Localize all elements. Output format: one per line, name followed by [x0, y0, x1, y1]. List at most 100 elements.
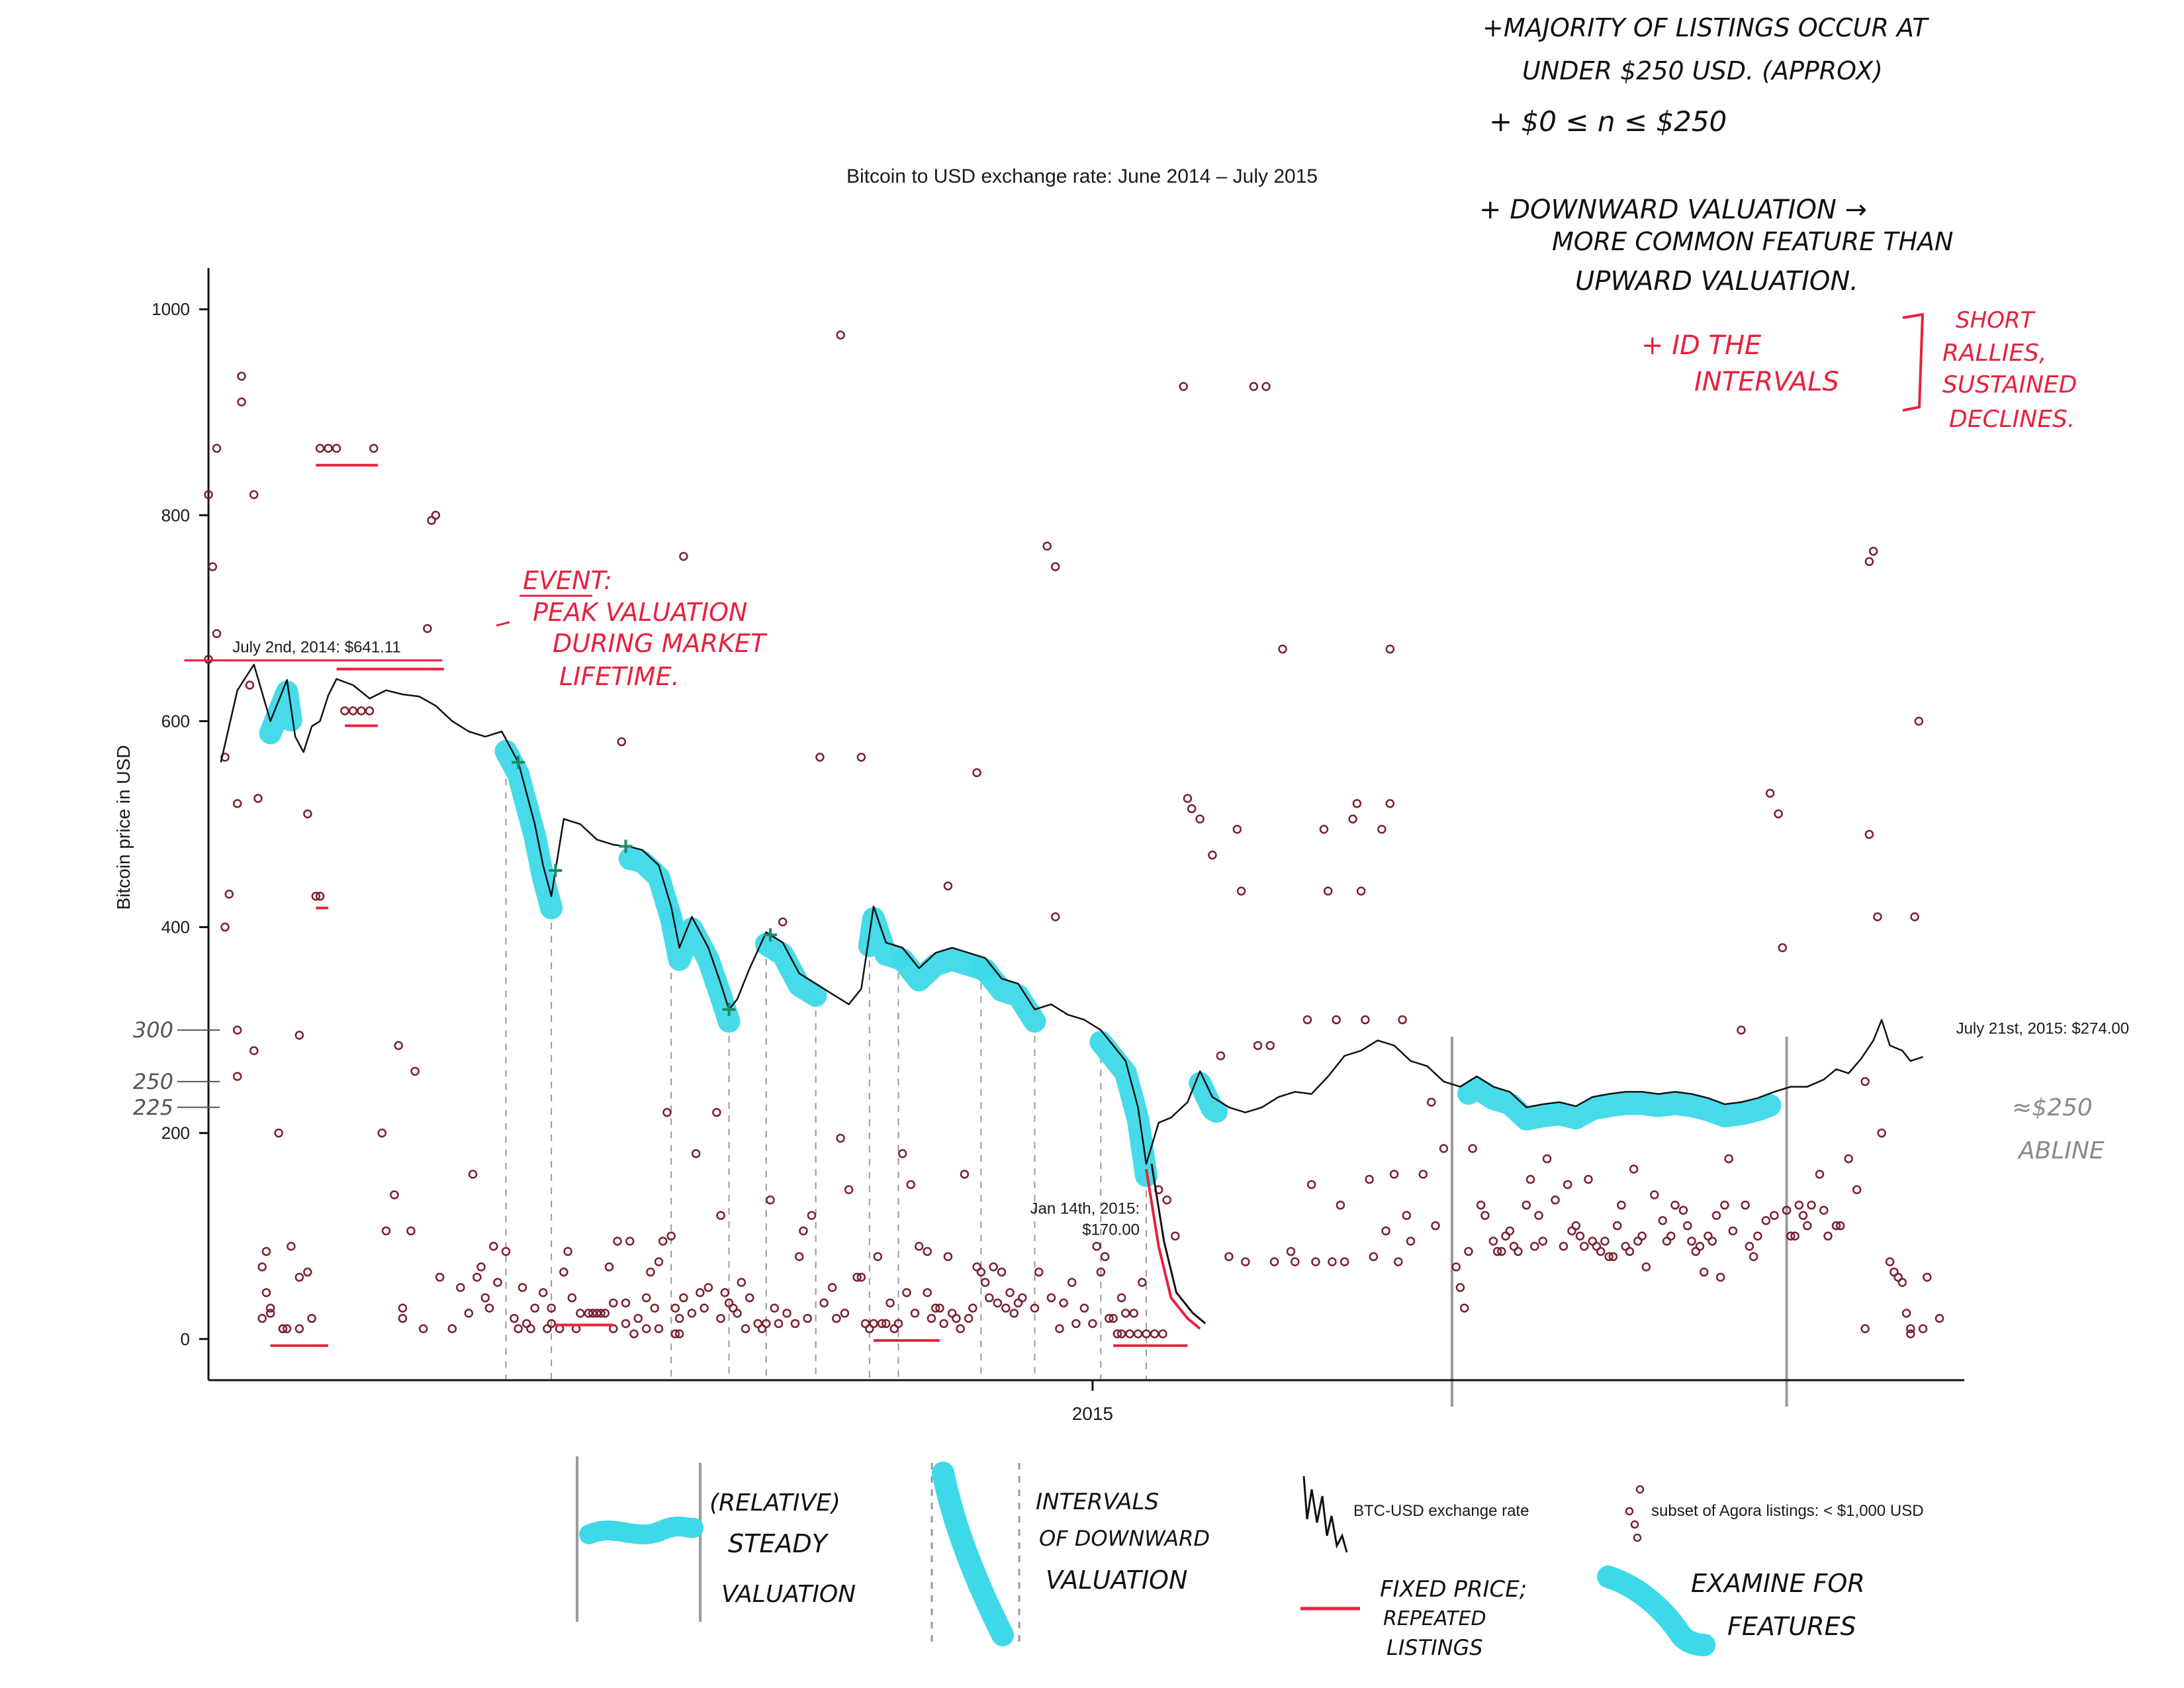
listing-point [1394, 1257, 1403, 1266]
listing-point [1629, 1164, 1639, 1174]
listing-point [935, 1303, 944, 1313]
listing-point [447, 1324, 457, 1333]
listing-point [902, 1288, 911, 1297]
listing-point [303, 1267, 312, 1277]
listing-point [1265, 1041, 1275, 1051]
listing-point [1641, 1262, 1651, 1272]
listing-point [1138, 1278, 1147, 1287]
listing-point [766, 1196, 775, 1205]
listing-point [1187, 804, 1197, 814]
fixed-price-drop [1145, 1168, 1201, 1330]
listing-point [832, 1313, 841, 1323]
notes-red: + ID THE INTERVALS SHORT RALLIES, SUSTAI… [496, 307, 2077, 691]
listing-point [1459, 1303, 1469, 1313]
listing-point [1782, 1205, 1792, 1215]
listing-point [488, 1242, 498, 1251]
listing-point [1584, 1174, 1593, 1184]
listing-points [204, 330, 1944, 1338]
listing-point [477, 1262, 486, 1272]
listing-point [1728, 1226, 1738, 1236]
hand-y-tick-label: 225 [133, 1095, 173, 1120]
listing-point [617, 737, 626, 747]
highlight-band [660, 907, 741, 1033]
listing-point [1831, 1221, 1841, 1231]
listing-point [468, 1170, 478, 1179]
listing-point [960, 1170, 970, 1179]
listing-point [220, 922, 230, 932]
listing-point [253, 794, 263, 803]
listing-point [807, 1211, 817, 1220]
listing-point [774, 1319, 784, 1329]
listing-point [1761, 1216, 1771, 1225]
listing-point [931, 1303, 940, 1313]
legend-rate: BTC-USD exchange rate [1302, 1476, 1529, 1553]
listing-point [480, 1293, 490, 1303]
listing-point [204, 490, 213, 499]
listing-point [1439, 1144, 1449, 1153]
listing-point [1361, 1015, 1370, 1025]
listing-point [348, 706, 358, 716]
legend-steady-swatch [579, 1517, 704, 1544]
note-rallies-4: DECLINES. [1949, 406, 2075, 433]
listing-point [761, 1319, 771, 1329]
listing-point [1451, 1262, 1461, 1272]
listing-point [1336, 1200, 1345, 1210]
listing-point [1720, 1200, 1729, 1210]
listing-point [1079, 1303, 1089, 1313]
listing-point [1778, 943, 1788, 953]
legend-listings-dot-2 [1625, 1507, 1634, 1516]
listing-point [650, 1303, 659, 1313]
breakpoint-cross [512, 755, 525, 769]
legend-downward-2: OF DOWNWARD [1039, 1526, 1210, 1551]
listing-point [1348, 814, 1357, 823]
listing-point [1864, 557, 1874, 567]
listing-point [1918, 1324, 1928, 1333]
listing-point [1398, 1015, 1407, 1025]
breakpoint-cross [722, 1003, 736, 1016]
listing-point [1096, 1267, 1106, 1277]
listing-point [547, 1303, 556, 1313]
listing-point [1914, 716, 1924, 726]
listing-point [625, 1237, 635, 1246]
listing-point [621, 1319, 631, 1329]
listing-point [1658, 1216, 1668, 1225]
listing-point [1737, 1025, 1746, 1035]
listing-point [596, 1309, 606, 1318]
listing-point [720, 1288, 730, 1297]
listing-point [691, 1149, 701, 1158]
listing-point [844, 1185, 854, 1194]
listing-point [1356, 886, 1366, 896]
listing-point [1505, 1226, 1515, 1236]
highlight-band [494, 739, 563, 919]
listing-point [662, 1107, 672, 1117]
listing-point [670, 1303, 680, 1313]
listing-point [547, 1319, 556, 1329]
listing-point [538, 1288, 548, 1297]
listing-point [365, 706, 375, 716]
listing-point [1323, 886, 1333, 896]
listing-point [1670, 1200, 1680, 1210]
listing-point [1901, 1309, 1911, 1318]
listing-point [307, 1313, 316, 1323]
listing-point [1150, 1329, 1160, 1338]
listing-point [1492, 1246, 1502, 1256]
listing-point [1311, 1257, 1320, 1266]
y-axis-label: Bitcoin price in USD [113, 745, 134, 910]
listing-point [968, 1303, 978, 1313]
listing-point [1910, 912, 1919, 921]
listing-point [1426, 1098, 1436, 1107]
listing-point [1278, 644, 1287, 654]
listing-point [249, 490, 259, 499]
legend: (RELATIVE) STEADY VALUATION INTERVALS OF… [576, 1456, 1924, 1660]
listing-point [770, 1303, 779, 1313]
listing-point [1241, 1257, 1250, 1266]
listing-point [212, 629, 222, 638]
listing-point [418, 1324, 428, 1333]
listing-point [398, 1303, 408, 1313]
listing-point [952, 1313, 961, 1323]
listing-point [972, 768, 981, 777]
listing-point [208, 562, 217, 571]
listing-point [563, 1246, 572, 1256]
note-downward-3: UPWARD VALUATION. [1575, 266, 1858, 297]
